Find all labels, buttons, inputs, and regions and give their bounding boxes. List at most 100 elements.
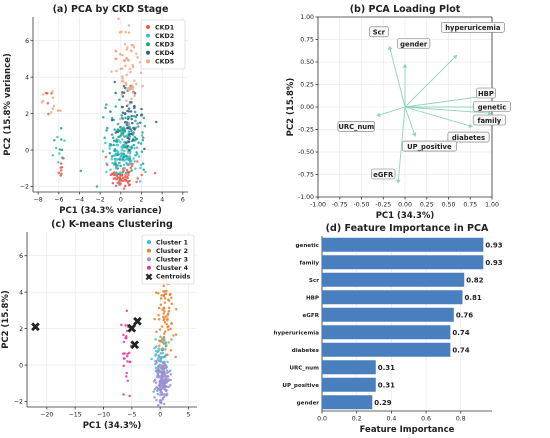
data-point — [125, 48, 128, 51]
data-point — [162, 294, 166, 298]
data-point — [154, 352, 158, 356]
data-point — [160, 387, 163, 391]
data-point — [158, 383, 161, 387]
data-point — [127, 130, 131, 133]
loading-label-box — [473, 101, 511, 112]
y-tick-label: -0.75 — [298, 172, 314, 179]
data-point — [125, 354, 129, 358]
centroid-marker: ✖ — [132, 315, 143, 330]
data-point — [130, 97, 133, 101]
loading-arrow-head — [402, 63, 408, 68]
data-point — [158, 371, 161, 374]
data-point — [124, 120, 127, 124]
data-point — [135, 113, 139, 117]
data-point — [160, 293, 163, 297]
x-axis-label: PC1 (34.3%) — [83, 421, 142, 431]
data-point — [158, 359, 161, 362]
data-point — [115, 69, 118, 73]
data-point — [156, 373, 159, 377]
data-point — [135, 180, 138, 184]
data-point — [110, 133, 114, 136]
data-point — [124, 64, 127, 68]
loading-arrow-head — [452, 54, 458, 60]
data-point — [109, 110, 112, 113]
data-point — [169, 373, 173, 376]
bar — [322, 395, 373, 410]
legend-marker — [147, 257, 151, 262]
data-point — [157, 347, 160, 350]
data-point — [170, 296, 173, 300]
data-point — [95, 185, 99, 188]
data-point — [162, 335, 166, 339]
data-point — [114, 162, 117, 165]
data-point — [160, 355, 163, 359]
data-point — [167, 341, 170, 344]
loading-label: HBP — [478, 90, 494, 98]
data-point — [114, 152, 117, 156]
data-point — [161, 337, 164, 340]
data-point — [47, 112, 50, 116]
data-point — [105, 170, 108, 174]
data-point — [104, 106, 107, 110]
data-point — [116, 175, 119, 179]
data-point — [122, 364, 125, 368]
legend-marker — [147, 248, 151, 253]
data-point — [141, 139, 145, 142]
x-tick-label: -0.25 — [375, 202, 391, 209]
data-point — [166, 371, 169, 375]
loading-label: diabetes — [452, 134, 485, 142]
bar-category-label: gender — [297, 400, 320, 406]
data-point — [121, 53, 124, 57]
data-point — [136, 160, 139, 163]
data-point — [174, 333, 178, 336]
centroid-marker: ✖ — [129, 339, 140, 354]
loading-arrow — [397, 106, 406, 181]
data-point — [159, 390, 163, 393]
data-point — [103, 136, 106, 140]
data-point — [119, 126, 122, 129]
data-point — [115, 57, 118, 61]
data-point — [127, 24, 131, 27]
data-point — [164, 348, 167, 351]
loading-arrow-head — [468, 123, 473, 128]
data-point — [119, 164, 122, 168]
data-point — [132, 143, 136, 147]
data-point — [164, 389, 168, 393]
data-point — [125, 371, 129, 375]
data-point — [175, 307, 178, 311]
data-point — [155, 330, 158, 334]
data-point — [122, 163, 126, 167]
x-tick-label: −15 — [69, 412, 82, 419]
data-point — [104, 155, 108, 159]
data-point — [153, 396, 156, 399]
data-point — [166, 312, 170, 315]
data-point — [154, 366, 158, 370]
data-point — [110, 70, 113, 73]
data-point — [128, 148, 131, 152]
data-point — [157, 344, 161, 347]
data-point — [162, 306, 165, 310]
data-point — [118, 129, 122, 133]
data-point — [122, 187, 126, 190]
data-point — [132, 157, 135, 160]
data-point — [150, 357, 153, 361]
bar-category-label: URC_num — [289, 365, 319, 371]
x-tick-label: −2 — [96, 197, 105, 204]
data-point — [59, 169, 63, 172]
data-point — [154, 349, 158, 353]
data-point — [136, 56, 139, 59]
bar — [322, 377, 376, 392]
data-point — [139, 121, 142, 125]
data-point — [115, 177, 119, 181]
data-point — [166, 360, 169, 364]
data-point — [51, 153, 55, 157]
data-point — [165, 377, 168, 380]
data-point — [163, 301, 167, 304]
data-point — [125, 168, 129, 172]
data-point — [108, 151, 112, 155]
data-point — [116, 181, 119, 184]
data-point — [164, 341, 167, 344]
data-point — [169, 378, 172, 382]
data-point — [115, 143, 118, 147]
